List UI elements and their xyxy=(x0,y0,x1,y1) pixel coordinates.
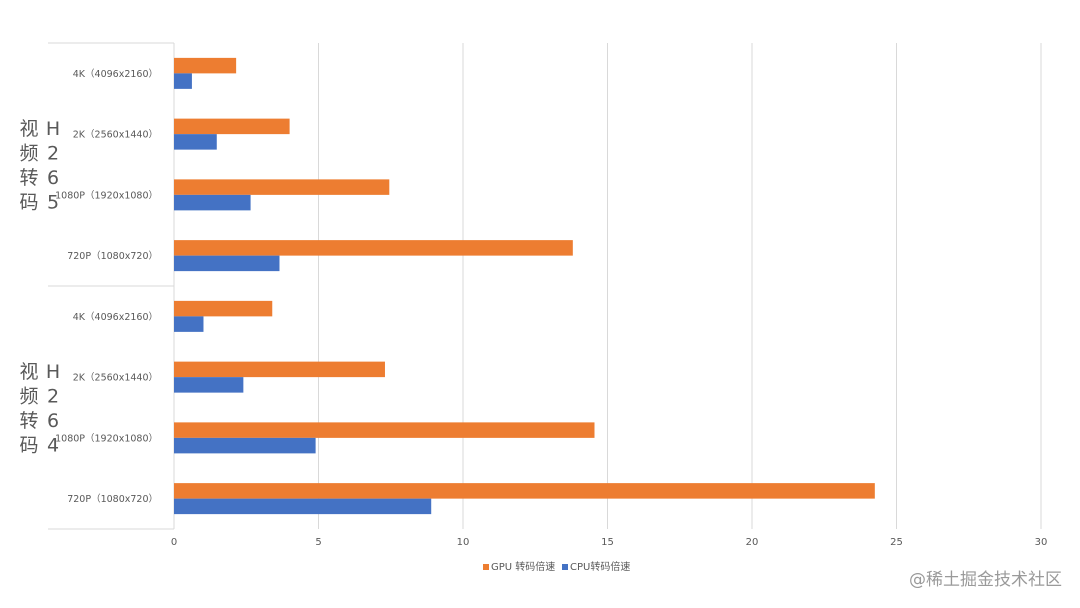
bars xyxy=(174,57,875,515)
x-tick-label: 0 xyxy=(171,537,177,548)
group-label-char: 视 xyxy=(19,118,38,140)
gpu-bar xyxy=(174,483,875,499)
gpu-bar xyxy=(174,361,385,378)
gpu-bar xyxy=(174,300,273,317)
category-label: 720P（1080x720） xyxy=(67,250,158,262)
group-label-char: 码 xyxy=(19,434,38,456)
gpu-bar xyxy=(174,422,595,438)
cpu-bar xyxy=(174,377,244,393)
group-label-char: 转 xyxy=(19,410,38,432)
group-label-char: 转 xyxy=(19,167,38,189)
category-label: 1080P（1920x1080） xyxy=(55,189,158,201)
category-label: 4K（4096x2160） xyxy=(73,68,158,80)
gpu-bar xyxy=(174,118,290,135)
group-label-char: 5 xyxy=(47,191,59,213)
gridlines xyxy=(318,43,1042,529)
category-label: 1080P（1920x1080） xyxy=(55,432,158,444)
category-label: 2K（2560x1440） xyxy=(73,129,158,141)
group-label-char: 频 xyxy=(19,385,38,407)
x-tick-label: 15 xyxy=(601,537,614,548)
category-axis xyxy=(48,42,175,530)
group-label-char: 频 xyxy=(19,142,38,164)
x-tick-label: 10 xyxy=(457,537,470,548)
cpu-bar xyxy=(174,498,432,515)
x-tick-label: 25 xyxy=(890,537,903,548)
group-label-char: 6 xyxy=(47,410,59,432)
group-label-char: 视 xyxy=(19,361,38,383)
gpu-bar xyxy=(174,240,573,256)
gpu-bar xyxy=(174,57,237,74)
group-label-char: H xyxy=(46,118,60,140)
category-label: 4K（4096x2160） xyxy=(73,311,158,323)
watermark: @稀土掘金技术社区 xyxy=(909,570,1062,590)
legend: GPU 转码倍速 CPU转码倍速 xyxy=(483,560,630,573)
category-label: 2K（2560x1440） xyxy=(73,372,158,384)
x-tick-label: 20 xyxy=(746,537,759,548)
group-label-char: 2 xyxy=(47,142,59,164)
group-label-char: 6 xyxy=(47,167,59,189)
cpu-bar xyxy=(174,194,251,211)
cpu-bar xyxy=(174,316,204,332)
cpu-bar xyxy=(174,255,280,272)
group-label-char: 4 xyxy=(47,434,59,456)
legend-swatch xyxy=(562,564,568,570)
category-labels: 4K（4096x2160） 2K（2560x1440） 1080P（1920x108… xyxy=(55,68,158,505)
x-tick-label: 5 xyxy=(315,537,321,548)
category-label: 720P（1080x720） xyxy=(67,493,158,505)
cpu-bar xyxy=(174,134,217,150)
x-tick-labels: 0 5 10 15 20 25 30 xyxy=(171,537,1048,548)
x-tick-label: 30 xyxy=(1035,537,1048,548)
gpu-bar xyxy=(174,179,390,195)
cpu-bar xyxy=(174,437,316,454)
group-label-char: 码 xyxy=(19,191,38,213)
legend-label: GPU 转码倍速 xyxy=(491,560,555,573)
legend-label: CPU转码倍速 xyxy=(570,560,630,573)
legend-swatch xyxy=(483,564,489,570)
cpu-bar xyxy=(174,73,192,89)
group-label-char: 2 xyxy=(47,385,59,407)
group-label-char: H xyxy=(46,361,60,383)
